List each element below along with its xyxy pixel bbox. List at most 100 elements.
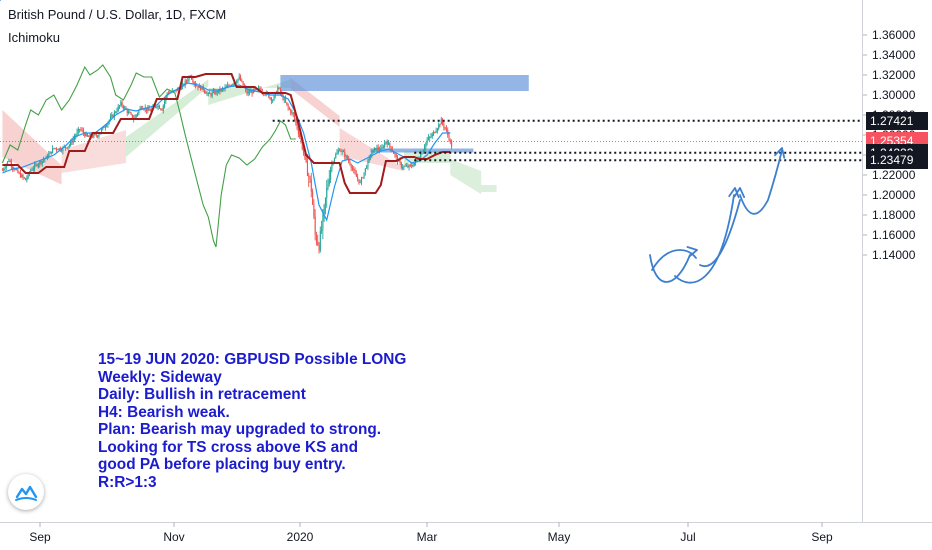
candle-body — [291, 112, 293, 114]
candle-body — [214, 91, 216, 94]
candle-body — [421, 153, 423, 155]
candle-body — [16, 169, 18, 171]
annotation-line: Plan: Bearish may upgraded to strong. — [98, 421, 382, 438]
candle-body — [82, 130, 85, 134]
y-tick-label: 1.36000 — [872, 28, 916, 42]
candle-body — [130, 113, 132, 115]
candle-body — [129, 111, 131, 114]
candle-body — [53, 148, 55, 149]
candle-body — [72, 139, 74, 143]
candle-body — [113, 112, 115, 117]
candle-body — [255, 88, 257, 90]
candle-body — [21, 174, 23, 178]
candle-body — [71, 141, 73, 143]
candle-body — [444, 127, 446, 129]
kumo-segment — [61, 130, 126, 173]
candle-body — [138, 110, 140, 114]
candle-body — [117, 106, 119, 111]
candle-body — [297, 128, 300, 134]
candle-body — [175, 89, 177, 92]
candle-body — [269, 97, 271, 99]
candle-body — [41, 160, 43, 164]
candle-body — [339, 150, 341, 152]
candle-body — [187, 79, 189, 81]
tradingview-logo-button[interactable] — [8, 474, 44, 510]
projection-curve — [699, 199, 741, 268]
x-tick-label: Sep — [29, 530, 51, 544]
candle-body — [295, 118, 297, 123]
candle-body — [251, 91, 253, 94]
candle-body — [146, 107, 148, 111]
candle-body — [314, 216, 316, 235]
candle-body — [147, 108, 149, 111]
candle-body — [164, 101, 166, 106]
candle-body — [115, 112, 117, 114]
candle-body — [317, 241, 319, 245]
x-tick-label: Sep — [811, 530, 833, 544]
candle-body — [378, 149, 381, 151]
arrowhead-icon — [733, 187, 746, 198]
candle-body — [341, 151, 343, 152]
candle-body — [22, 174, 24, 178]
candle-body — [212, 91, 215, 93]
candle-body — [319, 231, 321, 251]
candle-body — [58, 148, 60, 150]
candle-body — [148, 108, 150, 111]
candle-body — [395, 154, 397, 157]
candle-body — [440, 119, 442, 125]
candle-body — [310, 179, 312, 192]
candle-body — [207, 93, 209, 95]
candle-body — [52, 148, 54, 154]
candle-body — [19, 173, 22, 178]
candle-body — [110, 116, 112, 121]
candle-body — [157, 105, 159, 107]
candle-body — [386, 141, 388, 145]
candle-body — [36, 164, 38, 167]
candle-body — [433, 131, 435, 135]
candle-body — [388, 142, 390, 145]
candle-body — [4, 167, 6, 170]
candle-body — [331, 163, 333, 169]
candle-body — [7, 161, 9, 165]
x-tick-label: Mar — [417, 530, 438, 544]
candle-body — [294, 114, 296, 119]
candle-body — [321, 228, 323, 232]
candle-body — [9, 161, 11, 163]
candle-body — [116, 110, 118, 113]
candle-body — [196, 86, 198, 87]
candle-body — [260, 89, 262, 92]
candle-body — [162, 105, 164, 111]
candle-body — [27, 173, 29, 178]
candle-body — [353, 169, 355, 171]
indicator-label[interactable]: Ichimoku — [8, 30, 61, 45]
candle-body — [238, 76, 240, 79]
candle-body — [104, 126, 106, 128]
candle-body — [296, 122, 298, 129]
candle-body — [8, 161, 10, 162]
candle-body — [202, 86, 204, 91]
candle-body — [61, 150, 63, 152]
candle-body — [351, 167, 354, 170]
candle-body — [241, 80, 243, 82]
candle-body — [12, 166, 14, 169]
candle-body — [49, 151, 51, 155]
candle-body — [242, 81, 244, 86]
candle-body — [201, 86, 203, 90]
candle-body — [422, 150, 424, 154]
arrowhead-icon — [774, 147, 786, 159]
candle-body — [407, 165, 409, 168]
candle-body — [435, 130, 437, 133]
candle-body — [121, 102, 123, 107]
candle-body — [211, 92, 213, 96]
candle-body — [184, 80, 186, 86]
candle-body — [230, 85, 233, 87]
projection-curve — [649, 254, 691, 283]
candle-body — [324, 197, 327, 206]
candle-body — [385, 141, 387, 144]
candle-body — [103, 126, 105, 128]
candle-body — [97, 135, 99, 137]
y-tick-label: 1.16000 — [872, 228, 916, 242]
candle-body — [80, 129, 82, 131]
candle-body — [68, 145, 70, 147]
candle-body — [413, 163, 415, 166]
